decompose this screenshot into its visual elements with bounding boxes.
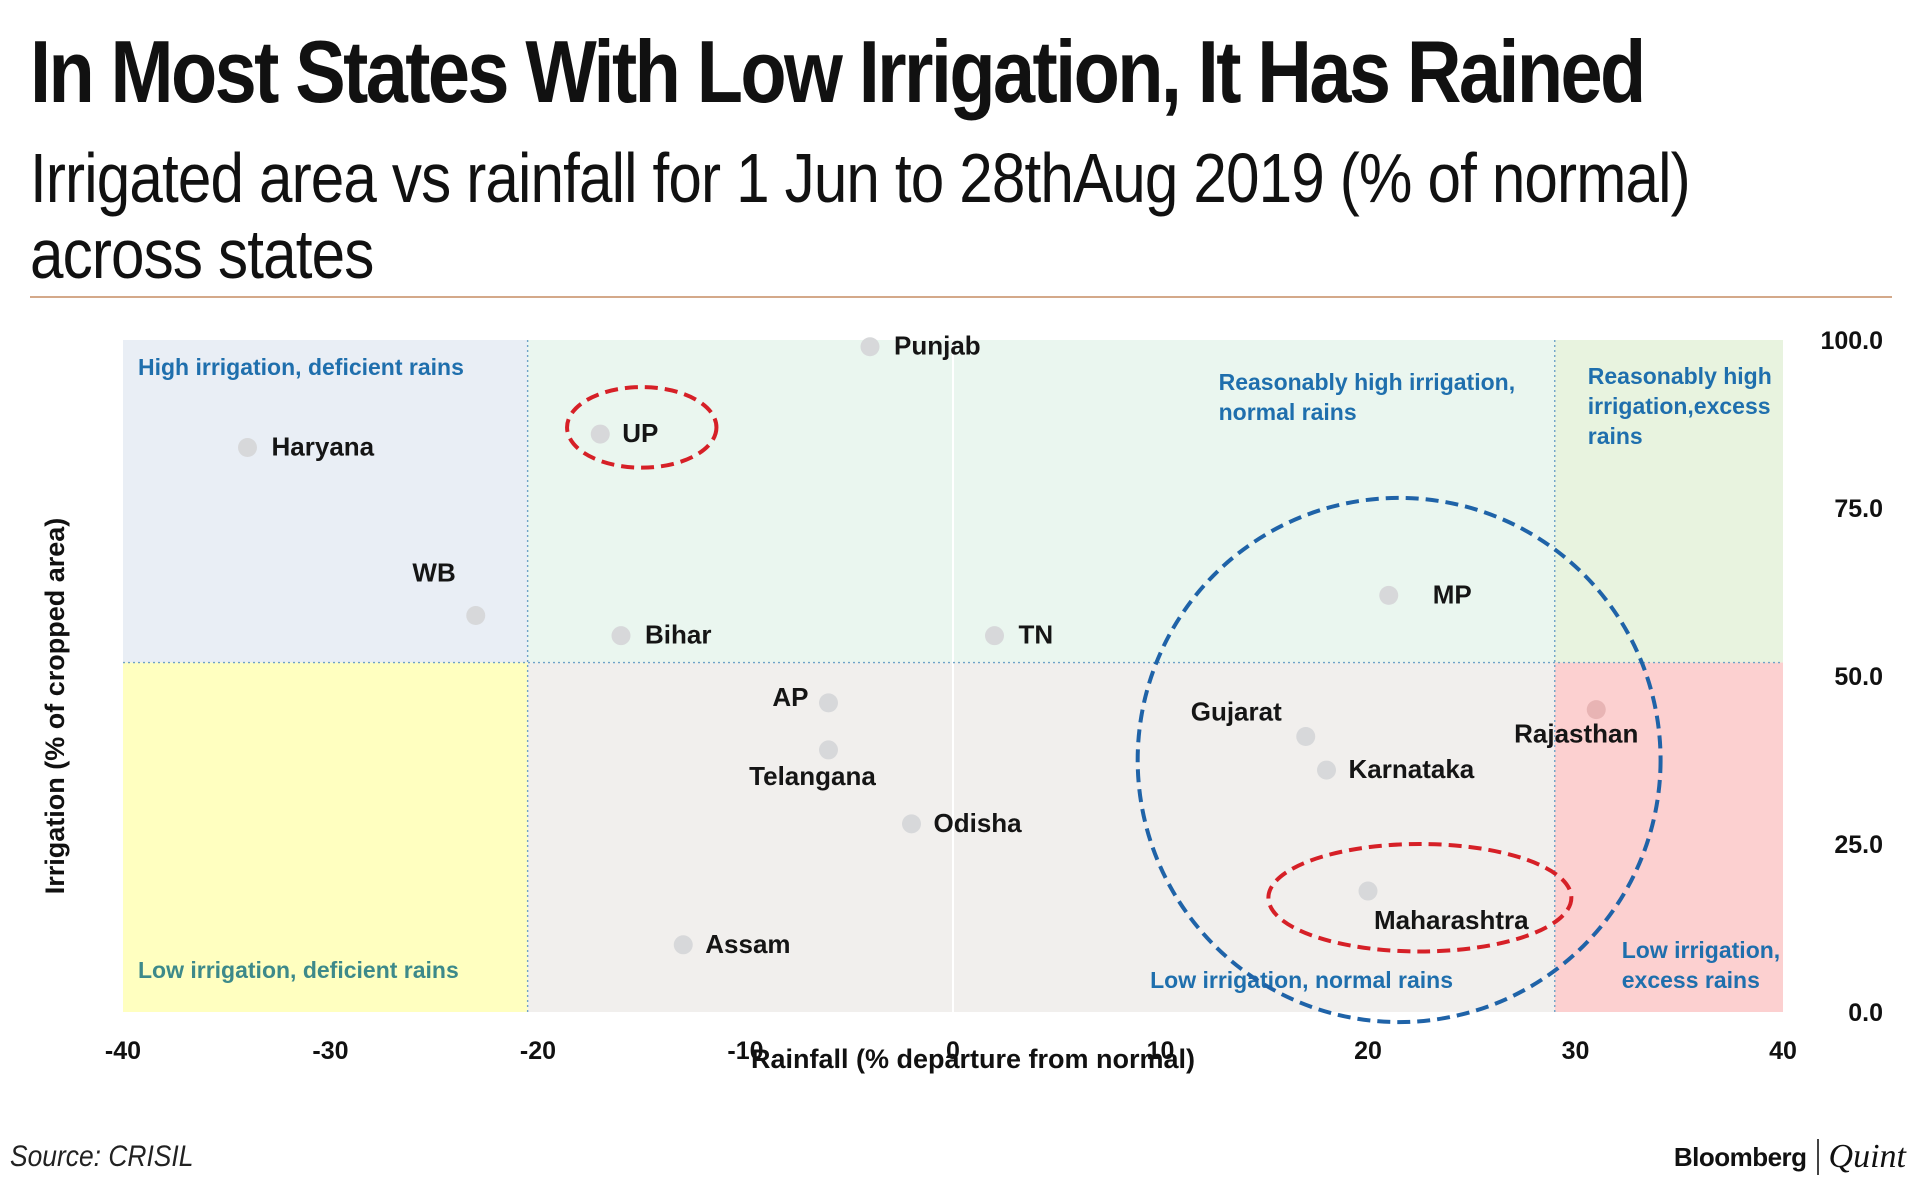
quadrant-label-line: Low irrigation, — [1622, 937, 1780, 963]
point-bihar — [611, 626, 631, 646]
point-label-assam: Assam — [705, 929, 790, 959]
source-note: Source: CRISIL — [10, 1140, 194, 1173]
y-tick-label: 0.0 — [1848, 999, 1883, 1027]
x-tick-label: 10 — [1147, 1037, 1175, 1065]
threshold-lines — [123, 340, 1783, 1012]
quadrant-label-line: Low irrigation, normal rains — [1150, 967, 1453, 993]
x-tick-label: -20 — [520, 1037, 556, 1065]
quadrant-label-line: rains — [1588, 423, 1643, 449]
point-up — [590, 424, 610, 444]
x-tick-label: -40 — [105, 1037, 141, 1065]
chart-subtitle: Irrigated area vs rainfall for 1 Jun to … — [30, 139, 1691, 293]
title-divider — [30, 296, 1892, 298]
y-axis-label: Irrigation (% of cropped area) — [40, 518, 70, 895]
publisher-logo: Bloomberg Quint — [1674, 1138, 1906, 1176]
point-rajasthan — [1586, 700, 1606, 720]
point-punjab — [860, 337, 880, 357]
x-tick-label: 40 — [1769, 1037, 1797, 1065]
y-tick-label: 25.0 — [1834, 831, 1883, 859]
y-tick-label: 50.0 — [1834, 663, 1883, 691]
x-tick-label: 30 — [1562, 1037, 1590, 1065]
point-odisha — [902, 814, 921, 834]
x-tick-label: -10 — [727, 1037, 763, 1065]
point-mp — [1379, 585, 1399, 605]
point-haryana — [238, 438, 257, 458]
point-maharashtra — [1358, 881, 1378, 901]
y-tick-label: 75.0 — [1834, 495, 1883, 523]
point-label-punjab: Punjab — [894, 331, 981, 361]
region-low-irr-deficient — [123, 662, 528, 1012]
region-low-irr-normal — [527, 662, 1555, 1012]
point-karnataka — [1317, 760, 1336, 780]
highlight-red-up — [565, 385, 719, 470]
highlight-blue-low-irrigation-normal-rains — [1135, 495, 1663, 1025]
highlight-red-maharashtra — [1266, 842, 1574, 954]
quadrant-label-high-irr-normal: Reasonably high irrigation, normal rains — [1219, 369, 1515, 425]
logo-divider — [1816, 1139, 1819, 1175]
logo-bloomberg: Bloomberg — [1673, 1141, 1807, 1172]
chart-title: In Most States With Low Irrigation, It H… — [30, 22, 1646, 121]
point-ap — [819, 693, 838, 713]
point-assam — [673, 935, 693, 955]
point-label-wb: WB — [412, 558, 455, 588]
quadrant-label-line: High irrigation, deficient rains — [138, 354, 464, 380]
quadrant-label-line: normal rains — [1219, 399, 1357, 425]
point-wb — [466, 606, 486, 626]
quadrant-label-line: excess rains — [1622, 967, 1760, 993]
quadrant-label-low-irr-normal: Low irrigation, normal rains — [1150, 967, 1453, 993]
y-axis-ticks: 0.0 25.0 50.0 75.0 100.0 — [1820, 327, 1883, 1027]
point-telangana — [819, 740, 838, 760]
quadrant-labels: High irrigation, deficient rains Reasonab… — [138, 354, 1780, 993]
region-high-irr-excess — [1554, 340, 1783, 663]
region-high-irr-deficient — [123, 340, 528, 663]
point-label-mp: MP — [1433, 579, 1472, 609]
quadrant-label-high-irr-excess: Reasonably high irrigation,excess rains — [1588, 363, 1772, 449]
region-low-irr-excess — [1554, 662, 1783, 1012]
logo-quint: Quint — [1828, 1138, 1906, 1175]
point-label-maharashtra: Maharashtra — [1374, 905, 1529, 935]
point-gujarat — [1296, 726, 1316, 746]
point-label-telangana: Telangana — [749, 761, 876, 791]
y-tick-label: 100.0 — [1820, 327, 1883, 355]
point-label-ap: AP — [772, 682, 808, 712]
quadrant-label-low-irr-deficient: Low irrigation, deficient rains — [138, 957, 459, 983]
highlight-ellipses — [565, 385, 1663, 1025]
scatter-chart: High irrigation, deficient rains Reasonab… — [40, 327, 1883, 1074]
point-label-odisha: Odisha — [934, 808, 1023, 838]
quadrant-label-line: Reasonably high — [1588, 363, 1772, 389]
x-tick-label: 0 — [946, 1037, 960, 1065]
quadrant-label-low-irr-excess: Low irrigation, excess rains — [1622, 937, 1780, 993]
quadrant-label-high-irr-deficient: High irrigation, deficient rains — [138, 354, 464, 380]
x-tick-label: 20 — [1354, 1037, 1382, 1065]
x-axis-ticks: -40 -30 -20 -10 0 10 20 30 40 — [105, 1037, 1797, 1065]
quadrant-label-line: irrigation,excess — [1588, 393, 1771, 419]
quadrant-regions — [123, 340, 1783, 1012]
point-label-haryana: Haryana — [272, 432, 375, 462]
point-label-rajasthan: Rajasthan — [1514, 719, 1638, 749]
point-label-gujarat: Gujarat — [1191, 696, 1282, 726]
point-tn — [985, 626, 1004, 646]
region-high-irr-normal — [527, 340, 1555, 663]
x-tick-label: -30 — [312, 1037, 348, 1065]
quadrant-label-line: Low irrigation, deficient rains — [138, 957, 459, 983]
point-label-bihar: Bihar — [645, 620, 711, 650]
point-label-karnataka: Karnataka — [1349, 754, 1475, 784]
data-points: Punjab UP Haryana WB Bihar TN MP AP Telangana Odi… — [238, 331, 1638, 959]
x-axis-label: Rainfall (% departure from normal) — [751, 1044, 1195, 1074]
point-label-tn: TN — [1019, 620, 1054, 650]
point-label-up: UP — [622, 418, 658, 448]
quadrant-label-line: Reasonably high irrigation, — [1219, 369, 1515, 395]
